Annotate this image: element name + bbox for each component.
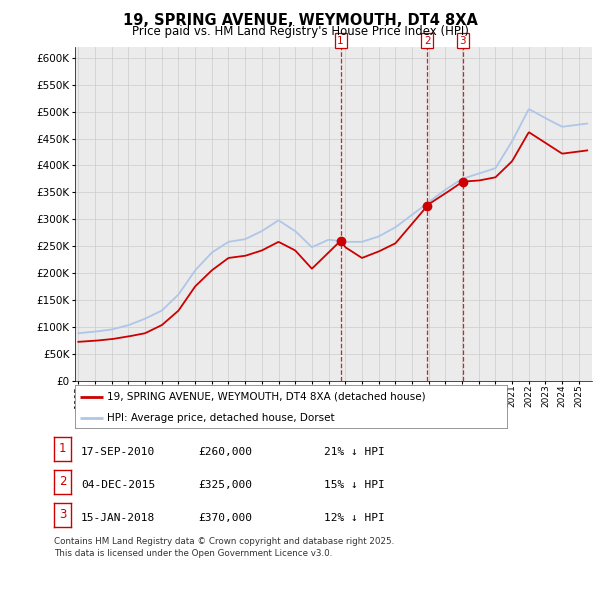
Text: 21% ↓ HPI: 21% ↓ HPI [324,447,385,457]
Text: £260,000: £260,000 [198,447,252,457]
Text: £325,000: £325,000 [198,480,252,490]
Text: 04-DEC-2015: 04-DEC-2015 [81,480,155,490]
Text: 2: 2 [59,476,66,489]
Text: 19, SPRING AVENUE, WEYMOUTH, DT4 8XA: 19, SPRING AVENUE, WEYMOUTH, DT4 8XA [122,13,478,28]
Text: 17-SEP-2010: 17-SEP-2010 [81,447,155,457]
Text: 3: 3 [460,35,466,45]
Text: Price paid vs. HM Land Registry's House Price Index (HPI): Price paid vs. HM Land Registry's House … [131,25,469,38]
Text: 15-JAN-2018: 15-JAN-2018 [81,513,155,523]
Text: HPI: Average price, detached house, Dorset: HPI: Average price, detached house, Dors… [107,414,335,424]
Text: 3: 3 [59,509,66,522]
Text: 2: 2 [424,35,431,45]
Text: £370,000: £370,000 [198,513,252,523]
Text: Contains HM Land Registry data © Crown copyright and database right 2025.
This d: Contains HM Land Registry data © Crown c… [54,537,394,558]
Text: 19, SPRING AVENUE, WEYMOUTH, DT4 8XA (detached house): 19, SPRING AVENUE, WEYMOUTH, DT4 8XA (de… [107,392,426,402]
Text: 15% ↓ HPI: 15% ↓ HPI [324,480,385,490]
Text: 1: 1 [337,35,344,45]
Text: 1: 1 [59,442,66,455]
Text: 12% ↓ HPI: 12% ↓ HPI [324,513,385,523]
